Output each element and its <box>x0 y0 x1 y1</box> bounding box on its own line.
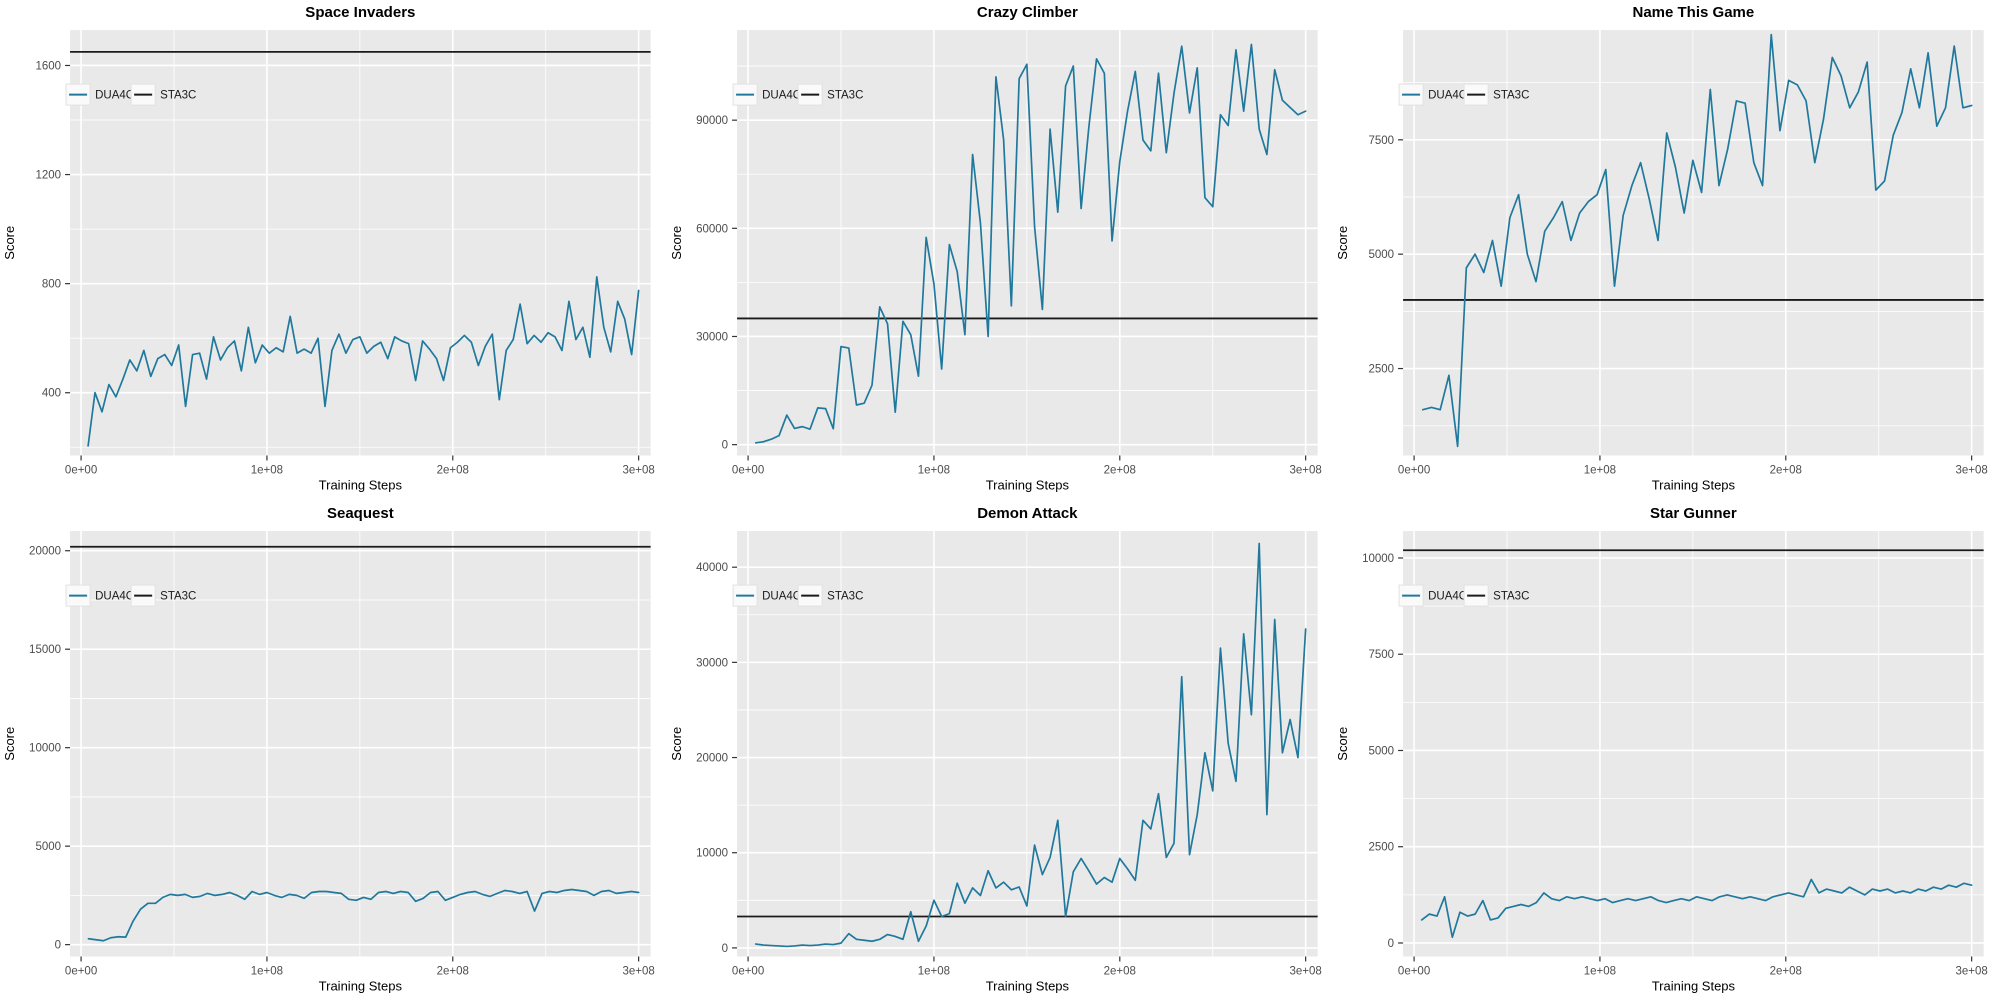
chart-star-gunner: 0 2500 5000 7500 10000 0e+00 1e+08 2e+08 3e+08 St… <box>1333 501 2000 1001</box>
chart-title: Star Gunner <box>1650 505 1737 522</box>
chart-name-this-game: 2500 5000 7500 0e+00 1e+08 2e+08 3e+08 Name Thi… <box>1333 0 2000 501</box>
chart-title: Crazy Climber <box>977 4 1078 21</box>
y-tick-label: 0 <box>55 939 61 951</box>
x-tick-label: 0e+00 <box>65 464 97 476</box>
x-tick-label: 1e+08 <box>917 965 949 977</box>
x-tick-label: 2e+08 <box>437 965 469 977</box>
y-axis-title: Score <box>2 726 17 760</box>
x-tick-label: 0e+00 <box>732 464 764 476</box>
chart-title: Space Invaders <box>305 4 415 21</box>
x-tick-label: 3e+08 <box>622 464 654 476</box>
y-tick-label: 15000 <box>29 644 61 656</box>
chart-demon-attack: 0 10000 20000 30000 40000 0e+00 1e+08 2e+08 3e+0… <box>667 501 1334 1001</box>
y-tick-label: 10000 <box>1362 552 1394 564</box>
y-tick-label: 400 <box>42 388 61 400</box>
y-tick-label: 5000 <box>1369 249 1395 261</box>
y-tick-label: 2500 <box>1369 841 1395 853</box>
x-tick-label: 0e+00 <box>1398 965 1430 977</box>
y-tick-label: 20000 <box>29 545 61 557</box>
x-tick-label: 1e+08 <box>251 965 283 977</box>
x-axis-title: Training Steps <box>319 978 403 993</box>
y-axis-title: Score <box>1335 226 1350 260</box>
y-tick-label: 7500 <box>1369 135 1395 147</box>
y-tick-label: 2500 <box>1369 364 1395 376</box>
chart-space-invaders: 400 800 1200 1600 0e+00 1e+08 2e+08 3e+08 Space … <box>0 0 667 501</box>
x-tick-label: 1e+08 <box>251 464 283 476</box>
y-tick-label: 60000 <box>696 223 728 235</box>
y-axis-title: Score <box>1335 726 1350 760</box>
x-tick-label: 2e+08 <box>1103 464 1135 476</box>
x-axis-title: Training Steps <box>319 477 403 492</box>
plot-panel <box>1403 30 1984 455</box>
chart-svg-star-gunner: 0 2500 5000 7500 10000 0e+00 1e+08 2e+08 3e+08 St… <box>1333 501 2000 1001</box>
y-tick-label: 0 <box>721 440 727 452</box>
x-axis-title: Training Steps <box>985 477 1069 492</box>
x-tick-label: 2e+08 <box>1770 464 1802 476</box>
x-tick-label: 1e+08 <box>917 464 949 476</box>
x-tick-label: 1e+08 <box>1584 965 1616 977</box>
legend-label: STA3C <box>1493 90 1529 102</box>
chart-seaquest: 0 5000 10000 15000 20000 0e+00 1e+08 2e+08 3e+08… <box>0 501 667 1001</box>
chart-crazy-climber: 0 30000 60000 90000 0e+00 1e+08 2e+08 3e+08 Craz… <box>667 0 1334 501</box>
y-axis-title: Score <box>2 226 17 260</box>
y-tick-label: 40000 <box>696 562 728 574</box>
legend-label: DUA4C <box>1428 590 1467 602</box>
chart-svg-seaquest: 0 5000 10000 15000 20000 0e+00 1e+08 2e+08 3e+08… <box>0 501 667 1001</box>
y-tick-label: 1200 <box>35 170 61 182</box>
plot-panel <box>737 30 1318 455</box>
x-tick-label: 3e+08 <box>1289 464 1321 476</box>
legend-label: DUA4C <box>95 590 134 602</box>
y-tick-label: 1600 <box>35 60 61 72</box>
y-tick-label: 90000 <box>696 115 728 127</box>
y-tick-label: 0 <box>1388 937 1394 949</box>
plot-panel <box>70 30 651 455</box>
chart-title: Demon Attack <box>977 505 1078 522</box>
x-tick-label: 3e+08 <box>622 965 654 977</box>
y-tick-label: 10000 <box>29 742 61 754</box>
legend-label: DUA4C <box>1428 90 1467 102</box>
x-axis-title: Training Steps <box>985 978 1069 993</box>
x-tick-label: 3e+08 <box>1956 965 1988 977</box>
y-tick-label: 0 <box>721 942 727 954</box>
chart-svg-crazy-climber: 0 30000 60000 90000 0e+00 1e+08 2e+08 3e+08 Craz… <box>667 0 1334 501</box>
legend-label: DUA4C <box>762 90 801 102</box>
legend-label: STA3C <box>827 90 863 102</box>
legend-label: STA3C <box>1493 590 1529 602</box>
y-tick-label: 5000 <box>1369 745 1395 757</box>
y-tick-label: 7500 <box>1369 649 1395 661</box>
chart-title: Name This Game <box>1633 4 1755 21</box>
x-tick-label: 0e+00 <box>65 965 97 977</box>
legend-label: STA3C <box>160 590 196 602</box>
y-tick-label: 5000 <box>35 841 61 853</box>
chart-svg-space-invaders: 400 800 1200 1600 0e+00 1e+08 2e+08 3e+08 Space … <box>0 0 667 501</box>
y-tick-label: 30000 <box>696 331 728 343</box>
chart-title: Seaquest <box>327 505 394 522</box>
x-tick-label: 2e+08 <box>1770 965 1802 977</box>
x-tick-label: 2e+08 <box>1103 965 1135 977</box>
plot-panel <box>737 531 1318 956</box>
y-tick-label: 10000 <box>696 847 728 859</box>
plot-panel <box>70 531 651 956</box>
legend-label: DUA4C <box>95 90 134 102</box>
x-tick-label: 3e+08 <box>1289 965 1321 977</box>
y-tick-label: 20000 <box>696 752 728 764</box>
x-tick-label: 1e+08 <box>1584 464 1616 476</box>
y-axis-title: Score <box>669 726 684 760</box>
x-tick-label: 3e+08 <box>1956 464 1988 476</box>
x-tick-label: 0e+00 <box>1398 464 1430 476</box>
y-tick-label: 30000 <box>696 657 728 669</box>
x-axis-title: Training Steps <box>1652 978 1736 993</box>
x-tick-label: 0e+00 <box>732 965 764 977</box>
chart-svg-demon-attack: 0 10000 20000 30000 40000 0e+00 1e+08 2e+08 3e+0… <box>667 501 1334 1001</box>
x-tick-label: 2e+08 <box>437 464 469 476</box>
y-tick-label: 800 <box>42 279 61 291</box>
legend-label: STA3C <box>827 590 863 602</box>
legend-label: STA3C <box>160 90 196 102</box>
x-axis-title: Training Steps <box>1652 477 1736 492</box>
chart-svg-name-this-game: 2500 5000 7500 0e+00 1e+08 2e+08 3e+08 Name Thi… <box>1333 0 2000 501</box>
y-axis-title: Score <box>669 226 684 260</box>
legend-label: DUA4C <box>762 590 801 602</box>
